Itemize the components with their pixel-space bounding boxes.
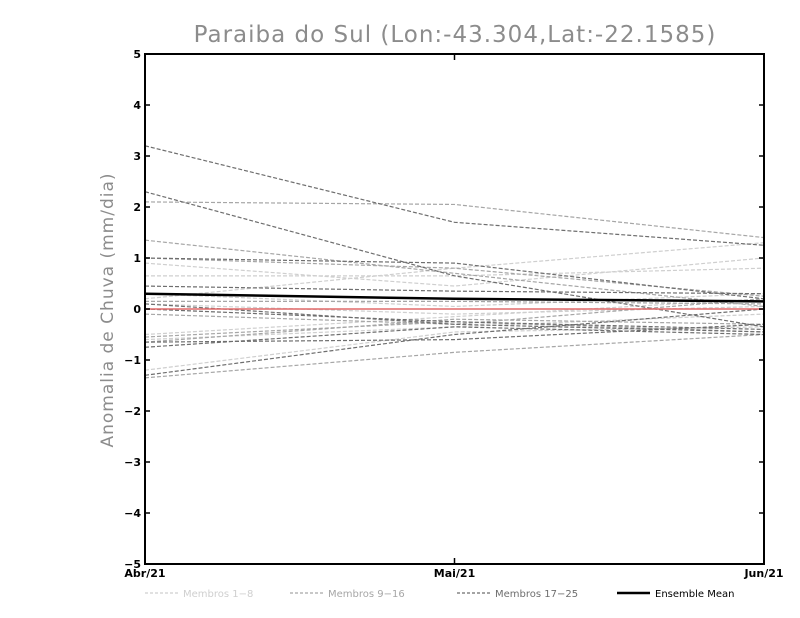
member-line-m9: [144, 201, 765, 239]
legend: Membros 1−8 Membros 9−16 Membros 17−25 Ense…: [145, 589, 734, 600]
x-tick-label: Jun/21: [743, 567, 783, 580]
x-tick-label: Abr/21: [124, 567, 165, 580]
member-line-m10: [144, 239, 765, 308]
member-line-m16: [144, 318, 765, 343]
y-tick-label: 3: [133, 150, 141, 163]
member-line-m15: [144, 298, 765, 325]
member-line-m18: [144, 191, 765, 328]
member-line-m24: [144, 308, 765, 376]
legend-label: Membros 1−8: [183, 589, 253, 600]
member-line-m20: [144, 285, 765, 295]
ensemble-mean-line: [144, 292, 765, 303]
y-tick-label: −1: [124, 354, 141, 367]
member-line-m5: [144, 313, 765, 341]
member-line-m14: [144, 333, 765, 379]
legend-label: Membros 17−25: [495, 589, 578, 600]
legend-entry: Membros 17−25: [457, 589, 578, 600]
y-tick-label: −5: [124, 558, 141, 571]
y-tick-label: 4: [133, 99, 141, 112]
member-line-m8: [144, 293, 765, 308]
y-tick-label: −4: [124, 507, 141, 520]
x-tick-label: Mai/21: [434, 567, 475, 580]
member-line-m12: [145, 300, 765, 305]
y-tick-label: −2: [124, 405, 141, 418]
plot-area: [144, 145, 765, 379]
y-tick-label: −3: [124, 456, 141, 469]
y-tick-label: 0: [133, 303, 141, 316]
y-tick-label: 1: [133, 252, 141, 265]
legend-label: Ensemble Mean: [655, 589, 734, 600]
chart-title: Paraiba do Sul (Lon:-43.304,Lat:-22.1585…: [194, 22, 717, 48]
legend-label: Membros 9−16: [328, 589, 405, 600]
member-line-m25: [144, 308, 765, 330]
member-line-m23: [144, 326, 765, 348]
y-tick-label: 2: [133, 201, 141, 214]
y-tick-label: 5: [133, 48, 141, 61]
member-line-m3: [144, 242, 765, 300]
member-line-m19: [144, 257, 765, 300]
member-line-m17: [144, 145, 765, 246]
member-line-m1: [144, 257, 765, 287]
legend-entry: Membros 1−8: [145, 589, 253, 600]
legend-entry: Ensemble Mean: [617, 589, 734, 600]
y-axis-label: Anomalia de Chuva (mm/dia): [98, 172, 118, 447]
member-line-m4: [144, 298, 765, 336]
legend-entry: Membros 9−16: [290, 589, 405, 600]
member-line-m22: [144, 323, 765, 343]
